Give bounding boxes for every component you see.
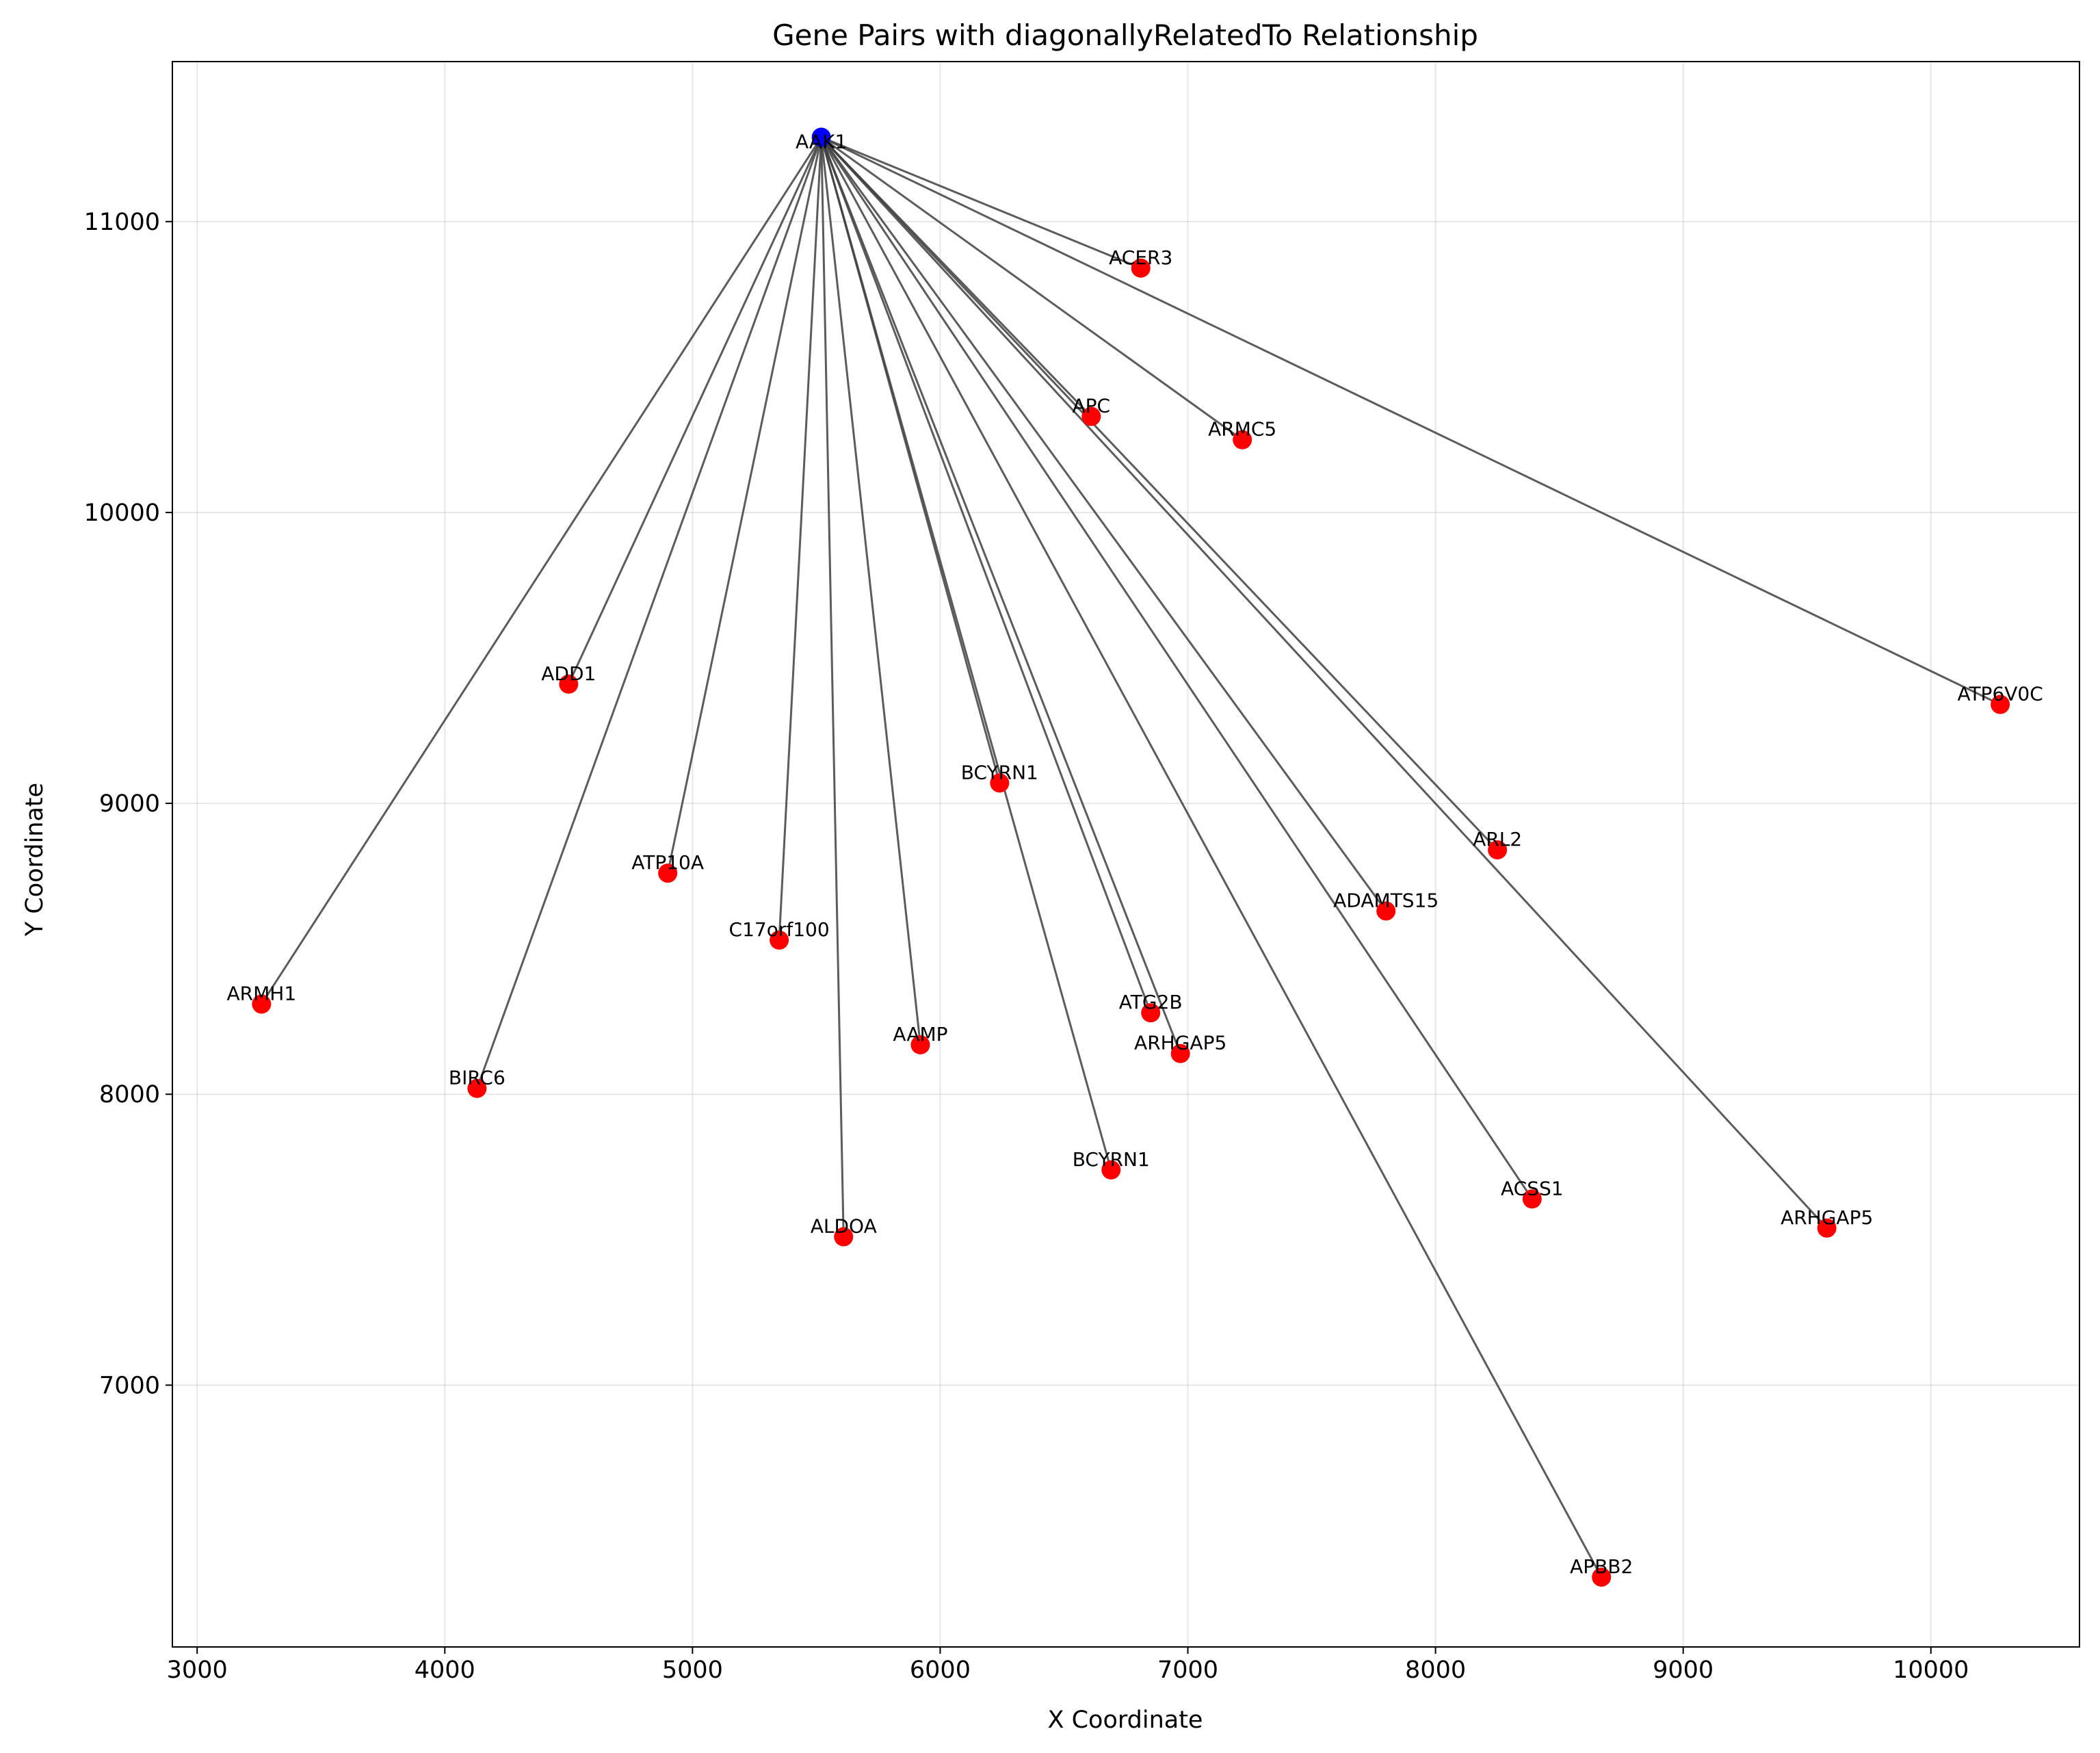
target-point [1991,694,2010,714]
target-label: ARHGAP5 [1134,1032,1226,1054]
target-point [1522,1189,1542,1209]
y-tick-label: 9000 [99,790,160,818]
target-label: ADAMTS15 [1333,889,1439,911]
x-tick-label: 6000 [910,1657,971,1684]
target-point [990,773,1010,793]
edge-line [820,136,1603,1578]
y-tick-label: 8000 [99,1081,160,1108]
target-point [770,930,789,950]
x-axis-label: X Coordinate [1048,1706,1203,1734]
target-label: BCYRN1 [1073,1148,1150,1171]
target-label: ALDOA [811,1215,877,1238]
edge-line [820,137,921,1046]
edge-line [820,136,1499,851]
x-tick-label: 5000 [662,1657,723,1684]
edge-line [820,137,845,1237]
edge-line [820,136,1387,912]
target-point [1817,1218,1837,1238]
y-axis-label: Y Coordinate [21,783,49,937]
x-tick-label: 7000 [1157,1657,1218,1684]
y-tick-label: 11000 [84,209,160,236]
target-label: ATG2B [1119,991,1183,1013]
point-labels: ACER3 APC ARMC5 ATP6V0C ADD1 BCYRN1 ARL2 ATP10A… [227,131,2043,1578]
edge-line [820,137,1152,1013]
edge-line [820,136,2001,705]
target-point [834,1227,854,1247]
target-label: BCYRN1 [961,761,1038,783]
target-point [910,1035,930,1054]
y-tick-label: 7000 [99,1372,160,1399]
target-point [1170,1043,1190,1063]
target-point [1101,1160,1121,1180]
target-label: ARHGAP5 [1781,1206,1873,1229]
target-point [1131,258,1151,278]
x-tick-label: 9000 [1653,1657,1714,1684]
target-label: BIRC6 [449,1067,506,1089]
target-label: ARMC5 [1208,418,1276,441]
target-label: ARMH1 [227,982,297,1004]
target-point [658,863,678,883]
target-label: ACSS1 [1501,1177,1564,1199]
edge-line [666,137,823,874]
x-ticks: 3000 4000 5000 6000 7000 8000 9000 10000 [167,1647,1969,1684]
edge-line [821,136,1142,270]
edge-line [475,137,823,1089]
edge-line [820,136,1182,1054]
edge-line [820,137,1112,1171]
chart-title: Gene Pairs with diagonallyRelatedTo Rela… [772,18,1478,52]
plot-frame [172,61,2080,1648]
y-tick-label: 10000 [84,499,160,527]
target-label: ATP10A [631,851,704,874]
target-label: C17orf100 [729,918,830,941]
edge-line [820,136,1828,1229]
edge-line [778,137,823,940]
x-tick-label: 3000 [167,1657,228,1684]
target-label: ACER3 [1109,246,1172,269]
x-tick-label: 10000 [1893,1657,1969,1684]
edge-line [820,136,1534,1200]
edge-line [261,136,822,1005]
x-tick-label: 4000 [415,1657,475,1684]
y-ticks: 7000 8000 9000 10000 11000 [84,209,172,1399]
grid [172,62,2079,1647]
target-label: AAMP [893,1023,947,1046]
target-label: ADD1 [541,662,596,685]
target-point [1233,430,1252,450]
target-label: ARL2 [1473,828,1522,850]
target-label: APBB2 [1570,1555,1633,1578]
points [252,127,2010,1587]
target-point [1141,1003,1161,1023]
source-label: AAK1 [796,131,847,153]
target-point [467,1078,487,1098]
target-point [1376,901,1396,921]
target-point [1488,840,1508,860]
edge-line [820,136,1244,441]
x-tick-label: 8000 [1405,1657,1466,1684]
target-point [559,674,579,694]
source-point [811,127,831,147]
target-label: ATP6V0C [1957,683,2043,705]
target-point [252,994,272,1014]
target-point [1592,1567,1612,1587]
target-point [1081,406,1101,426]
target-label: APC [1073,395,1111,417]
edge-line [567,136,823,685]
edges [261,136,2001,1578]
